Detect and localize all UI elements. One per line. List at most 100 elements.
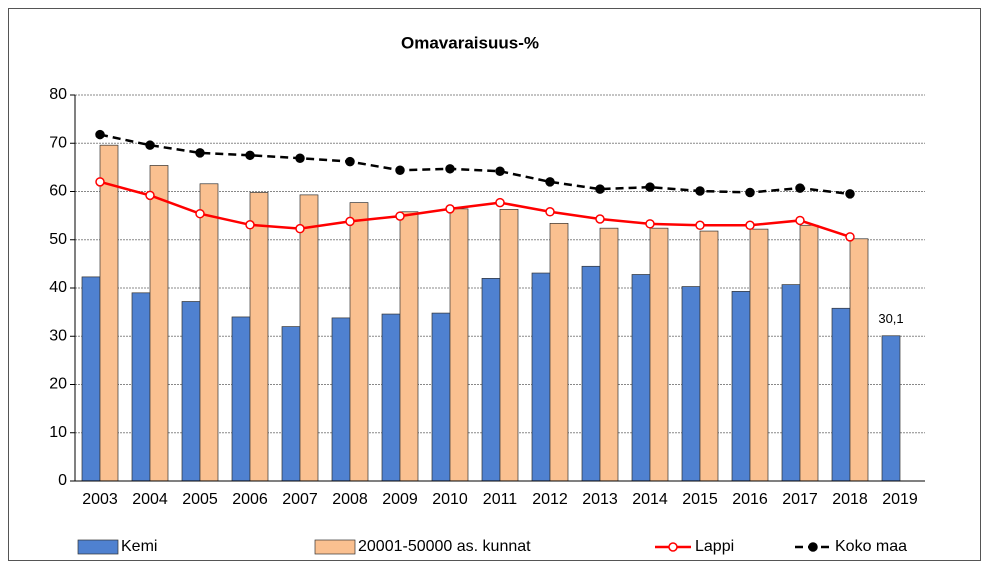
bar xyxy=(331,317,351,482)
x-tick-label: 2013 xyxy=(582,491,618,508)
line-marker xyxy=(445,204,455,214)
y-tick-label: 50 xyxy=(49,231,67,248)
line-marker xyxy=(95,177,105,187)
bar xyxy=(231,316,251,482)
x-tick-label: 2006 xyxy=(232,491,268,508)
line-marker xyxy=(395,211,405,221)
line-marker xyxy=(295,153,305,163)
bar xyxy=(549,222,569,482)
x-tick-label: 2008 xyxy=(332,491,368,508)
line-marker xyxy=(295,223,305,234)
line-marker xyxy=(345,156,355,167)
line-marker xyxy=(545,177,555,187)
line-marker xyxy=(745,220,755,231)
bar xyxy=(381,313,401,482)
x-tick-label: 2015 xyxy=(682,491,718,508)
x-tick-label: 2003 xyxy=(82,491,118,508)
bar xyxy=(81,276,101,482)
x-tick-label: 2007 xyxy=(282,491,318,508)
y-tick-label: 80 xyxy=(49,86,67,103)
legend-label: Koko maa xyxy=(835,538,907,555)
line-marker xyxy=(545,207,555,217)
bar xyxy=(831,307,851,482)
bar xyxy=(449,208,469,482)
bar xyxy=(299,194,319,482)
bar xyxy=(99,144,119,482)
legend-label: Lappi xyxy=(695,538,734,555)
line-marker xyxy=(345,216,355,227)
bar xyxy=(881,335,901,482)
x-tick-label: 2004 xyxy=(132,491,168,508)
bar xyxy=(731,291,751,482)
bar xyxy=(581,265,601,482)
x-tick-label: 2019 xyxy=(882,491,918,508)
x-tick-label: 2018 xyxy=(832,491,868,508)
bar xyxy=(849,238,869,482)
bar xyxy=(249,192,269,482)
line-marker xyxy=(445,164,455,174)
x-tick-label: 2010 xyxy=(432,491,468,508)
bar xyxy=(631,274,651,482)
line-marker xyxy=(595,184,605,194)
data-label: 30,1 xyxy=(878,311,903,326)
x-tick-label: 2016 xyxy=(732,491,768,508)
line-marker xyxy=(795,215,805,226)
line-marker xyxy=(245,220,255,230)
legend-label: Kemi xyxy=(121,538,157,555)
x-tick-label: 2014 xyxy=(632,491,668,508)
line-marker xyxy=(695,186,705,196)
line-marker xyxy=(745,187,755,198)
bar xyxy=(649,227,669,482)
bar xyxy=(749,228,769,482)
y-tick-label: 10 xyxy=(49,424,67,441)
line-marker xyxy=(245,150,255,161)
bar xyxy=(131,292,151,482)
legend-swatch xyxy=(77,539,119,555)
y-tick-label: 40 xyxy=(49,279,67,296)
x-tick-label: 2012 xyxy=(532,491,568,508)
x-tick-label: 2005 xyxy=(182,491,218,508)
line xyxy=(99,180,851,239)
x-tick-label: 2017 xyxy=(782,491,818,508)
bar xyxy=(499,209,519,482)
legend-label: 20001-50000 as. kunnat xyxy=(358,538,531,555)
bar xyxy=(681,286,701,482)
line-marker xyxy=(145,190,155,201)
line-marker xyxy=(595,214,605,224)
bar xyxy=(431,312,451,482)
line-marker xyxy=(195,148,205,158)
bar xyxy=(699,230,719,482)
bar xyxy=(181,301,201,482)
line xyxy=(99,133,851,196)
bar xyxy=(281,326,301,482)
legend-marker xyxy=(808,542,818,552)
line-marker xyxy=(145,140,155,150)
bar xyxy=(599,227,619,482)
bar xyxy=(481,278,501,482)
bar xyxy=(199,183,219,482)
legend-swatch xyxy=(314,539,356,555)
legend-marker xyxy=(668,542,678,552)
chart-title: Omavaraisuus-% xyxy=(401,33,539,52)
bar xyxy=(149,165,169,482)
y-tick-label: 70 xyxy=(49,134,67,151)
x-tick-label: 2011 xyxy=(483,491,518,508)
bar xyxy=(531,272,551,482)
line-marker xyxy=(845,189,855,199)
line-marker xyxy=(195,208,205,219)
line-marker xyxy=(95,129,105,140)
y-tick-label: 30 xyxy=(49,327,67,344)
bar xyxy=(349,202,369,482)
bar xyxy=(781,284,801,482)
line-marker xyxy=(795,183,805,193)
x-tick-label: 2009 xyxy=(382,491,418,508)
line-marker xyxy=(845,232,855,242)
y-tick-label: 20 xyxy=(49,376,67,393)
y-tick-label: 60 xyxy=(49,183,67,200)
line-marker xyxy=(495,197,505,208)
line-marker xyxy=(695,220,705,231)
bar xyxy=(399,211,419,482)
line-marker xyxy=(645,219,655,229)
line-marker xyxy=(395,165,405,176)
